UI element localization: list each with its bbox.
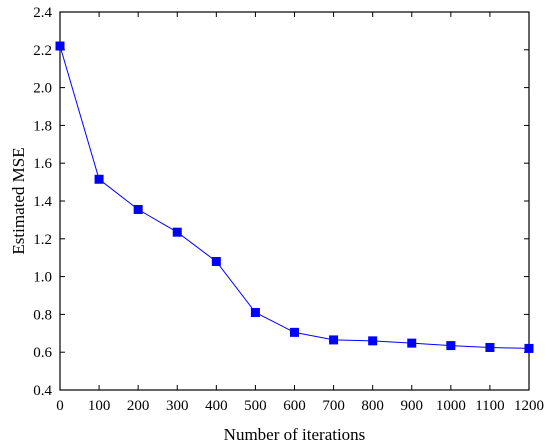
x-tick-label: 800 [361,398,384,414]
y-tick-label: 1.2 [33,232,52,248]
x-tick-label: 100 [88,398,111,414]
y-tick-label: 2.0 [33,81,52,97]
y-tick-label: 0.4 [33,383,52,399]
data-point [368,336,378,346]
series-line [59,45,530,349]
y-tick-label: 1.0 [33,270,52,286]
x-tick-label: 400 [205,398,228,414]
y-tick-label: 0.6 [33,345,52,361]
x-axis-label: Number of iterations [224,425,366,444]
y-tick-label: 0.8 [33,307,52,323]
y-tick-label: 2.4 [33,5,52,21]
data-point [94,174,104,184]
axis-ticks: 0 100 200 300 400 500 600 700 800 900 1000 1100 1200… [33,5,544,414]
y-tick-label: 1.8 [33,118,52,134]
data-point [290,327,299,337]
data-point [524,343,534,353]
x-tick-label: 1000 [436,398,466,414]
y-tick-label: 1.6 [33,156,52,172]
data-point [446,341,456,351]
y-axis-label: Estimated MSE [9,147,28,254]
x-tick-label: 0 [56,398,64,414]
data-point [329,335,339,345]
x-tick-label: 1200 [514,398,544,414]
y-tick-label: 1.4 [33,194,52,210]
x-tick-label: 300 [166,398,189,414]
data-point [133,205,143,215]
x-tick-label: 900 [401,398,424,414]
x-tick-label: 700 [322,398,345,414]
x-tick-label: 1100 [475,398,504,414]
data-series [55,41,534,353]
data-point [172,227,182,237]
data-point [485,342,495,352]
data-point [407,338,417,348]
x-tick-label: 600 [283,398,306,414]
y-tick-label: 2.2 [33,43,52,59]
data-point [250,308,260,318]
data-point [55,41,65,51]
x-tick-label: 500 [244,398,267,414]
x-tick-label: 200 [127,398,150,414]
data-point [211,256,221,266]
